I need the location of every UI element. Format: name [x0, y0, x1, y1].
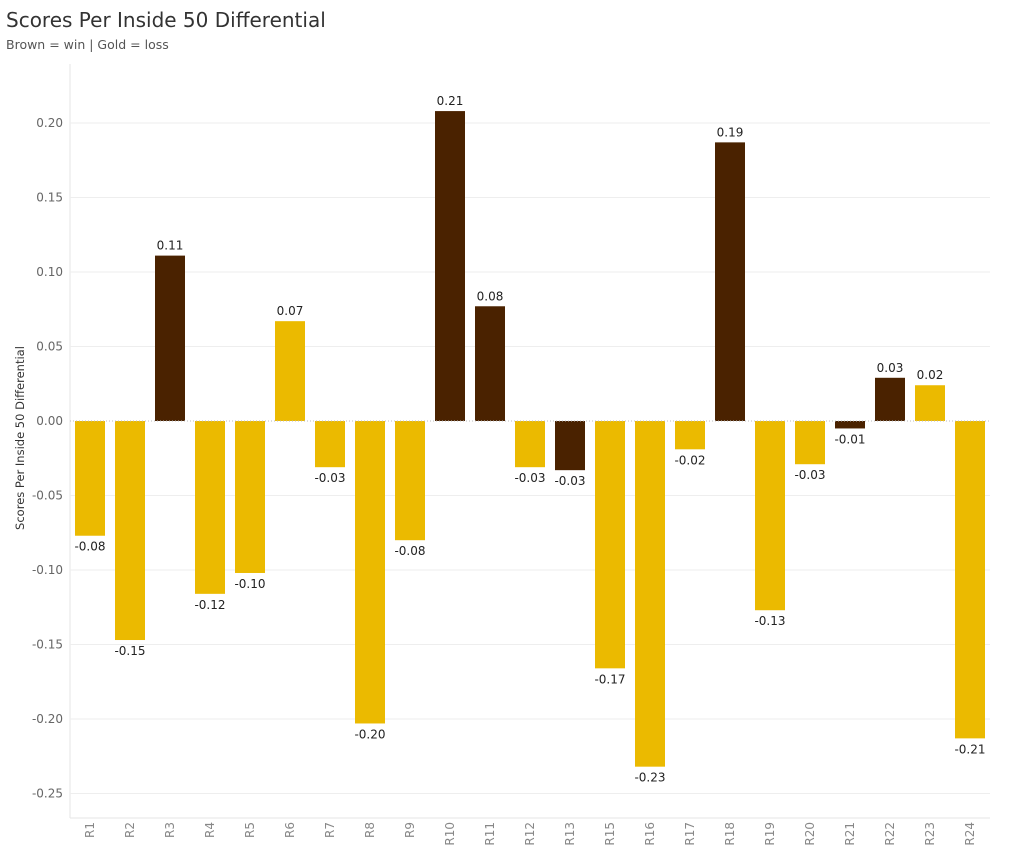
x-tick-label: R9	[403, 822, 417, 838]
x-tick-label: R4	[203, 822, 217, 838]
bar-r18	[715, 142, 745, 421]
x-tick-label: R6	[283, 822, 297, 838]
data-label: -0.21	[954, 742, 985, 756]
y-tick-label: 0.05	[36, 340, 63, 354]
data-label: -0.23	[634, 771, 665, 785]
data-label: -0.08	[394, 544, 425, 558]
data-label: -0.03	[554, 474, 585, 488]
bar-r11	[475, 306, 505, 421]
bar-r15	[595, 421, 625, 669]
data-label: -0.10	[234, 577, 265, 591]
y-tick-label: -0.15	[32, 638, 63, 652]
bar-r7	[315, 421, 345, 468]
data-label: 0.08	[477, 289, 504, 303]
bar-r24	[955, 421, 985, 739]
x-tick-label: R20	[803, 822, 817, 846]
data-label: 0.11	[157, 239, 184, 253]
bar-r21	[835, 421, 865, 429]
bar-r4	[195, 421, 225, 594]
x-tick-label: R1	[83, 822, 97, 838]
y-tick-label: 0.10	[36, 265, 63, 279]
data-label: -0.15	[114, 644, 145, 658]
chart-title: Scores Per Inside 50 Differential	[6, 8, 326, 32]
bar-r3	[155, 255, 185, 421]
y-tick-label: -0.25	[32, 787, 63, 801]
y-tick-label: 0.15	[36, 191, 63, 205]
x-tick-label: R23	[923, 822, 937, 846]
chart-subtitle: Brown = win | Gold = loss	[6, 37, 169, 52]
x-tick-label: R5	[243, 822, 257, 838]
x-tick-label: R18	[723, 822, 737, 846]
bar-r16	[635, 421, 665, 767]
y-tick-label: -0.20	[32, 712, 63, 726]
data-label: -0.01	[834, 432, 865, 446]
bar-r10	[435, 111, 465, 421]
bar-r22	[875, 377, 905, 421]
x-tick-label: R12	[523, 822, 537, 846]
y-tick-label: 0.00	[36, 414, 63, 428]
data-label: 0.03	[877, 361, 904, 375]
data-label: -0.03	[794, 468, 825, 482]
y-tick-label: -0.05	[32, 489, 63, 503]
bar-r17	[675, 421, 705, 450]
data-label: 0.07	[277, 304, 304, 318]
bar-r8	[355, 421, 385, 724]
x-tick-label: R13	[563, 822, 577, 846]
x-tick-label: R19	[763, 822, 777, 846]
x-tick-label: R24	[963, 822, 977, 846]
bar-r6	[275, 321, 305, 421]
bar-r5	[235, 421, 265, 573]
bar-r20	[795, 421, 825, 465]
data-label: 0.19	[717, 125, 744, 139]
data-label: -0.17	[594, 672, 625, 686]
bar-r12	[515, 421, 545, 468]
data-label: 0.02	[917, 368, 944, 382]
data-label: -0.20	[354, 727, 385, 741]
x-tick-label: R15	[603, 822, 617, 846]
bar-r1	[75, 421, 105, 536]
data-label: -0.02	[674, 453, 705, 467]
x-tick-label: R22	[883, 822, 897, 846]
y-tick-label: -0.10	[32, 563, 63, 577]
x-tick-label: R21	[843, 822, 857, 846]
y-tick-label: 0.20	[36, 116, 63, 130]
x-tick-label: R8	[363, 822, 377, 838]
x-tick-label: R17	[683, 822, 697, 846]
data-label: -0.08	[74, 540, 105, 554]
bar-r9	[395, 421, 425, 541]
data-label: 0.21	[437, 94, 464, 108]
x-tick-label: R3	[163, 822, 177, 838]
data-label: -0.03	[514, 471, 545, 485]
bar-r19	[755, 421, 785, 611]
x-tick-label: R11	[483, 822, 497, 846]
x-tick-label: R10	[443, 822, 457, 846]
data-label: -0.12	[194, 598, 225, 612]
x-tick-label: R7	[323, 822, 337, 838]
data-label: -0.03	[314, 471, 345, 485]
bar-r13	[555, 421, 585, 471]
x-tick-label: R2	[123, 822, 137, 838]
bar-r2	[115, 421, 145, 641]
data-label: -0.13	[754, 614, 785, 628]
bar-r23	[915, 385, 945, 421]
x-tick-label: R16	[643, 822, 657, 846]
y-axis-title: Scores Per Inside 50 Differential	[13, 346, 27, 530]
